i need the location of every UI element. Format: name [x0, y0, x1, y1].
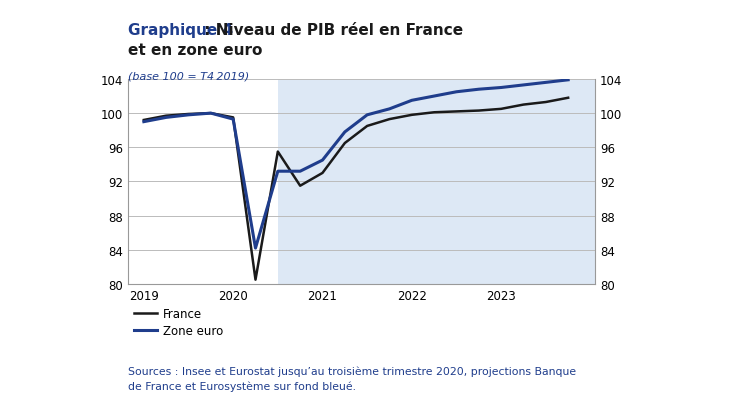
Legend: France, Zone euro: France, Zone euro: [134, 308, 223, 337]
Text: Sources : Insee et Eurostat jusqu’au troisième trimestre 2020, projections Banqu: Sources : Insee et Eurostat jusqu’au tro…: [128, 366, 576, 391]
Text: : Niveau de PIB réel en France: : Niveau de PIB réel en France: [199, 22, 463, 38]
Text: (base 100 = T4 2019): (base 100 = T4 2019): [128, 72, 249, 81]
Text: et en zone euro: et en zone euro: [128, 43, 262, 58]
Text: Graphique 4: Graphique 4: [128, 22, 233, 38]
Bar: [278, 80, 599, 284]
